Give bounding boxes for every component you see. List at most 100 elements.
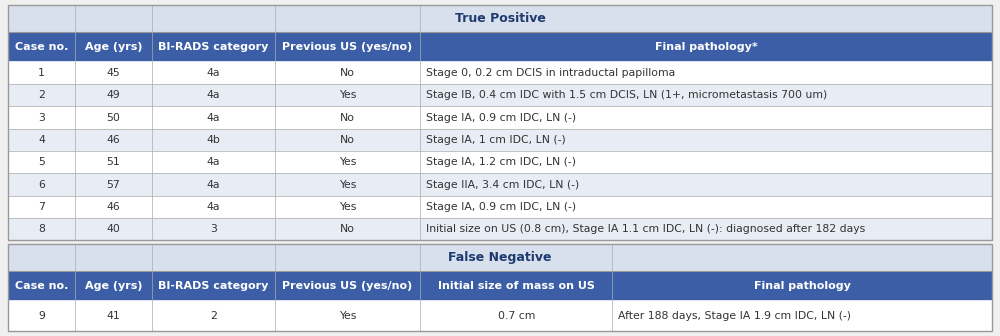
Bar [420, 151, 992, 173]
Bar [75, 196, 152, 218]
Text: After 188 days, Stage IA 1.9 cm IDC, LN (-): After 188 days, Stage IA 1.9 cm IDC, LN … [618, 311, 851, 321]
Bar [275, 151, 420, 173]
Bar [8, 62, 75, 84]
Text: No: No [340, 68, 355, 78]
Bar [152, 62, 275, 84]
Bar [75, 107, 152, 129]
Text: 4: 4 [38, 135, 45, 145]
Text: Stage IB, 0.4 cm IDC with 1.5 cm DCIS, LN (1+, micrometastasis 700 um): Stage IB, 0.4 cm IDC with 1.5 cm DCIS, L… [426, 90, 828, 100]
Text: 46: 46 [106, 135, 120, 145]
Text: 4b: 4b [206, 135, 220, 145]
Bar [420, 129, 992, 151]
Text: BI-RADS category: BI-RADS category [158, 42, 268, 52]
Text: Stage IA, 1.2 cm IDC, LN (-): Stage IA, 1.2 cm IDC, LN (-) [426, 157, 576, 167]
Bar [8, 32, 75, 62]
Bar [420, 271, 612, 301]
Text: 2: 2 [38, 90, 45, 100]
Bar [8, 129, 75, 151]
Text: 1: 1 [38, 68, 45, 78]
Bar [75, 32, 152, 62]
Text: Yes: Yes [339, 202, 356, 212]
Bar [420, 218, 992, 240]
Text: No: No [340, 135, 355, 145]
Bar [8, 244, 992, 271]
Text: Case no.: Case no. [15, 281, 68, 291]
Text: No: No [340, 224, 355, 234]
Bar [8, 244, 992, 331]
Text: 9: 9 [38, 311, 45, 321]
Text: Case no.: Case no. [15, 42, 68, 52]
Bar [8, 84, 75, 107]
Bar [8, 5, 992, 32]
Text: 4a: 4a [206, 113, 220, 123]
Text: 41: 41 [106, 311, 120, 321]
Text: 6: 6 [38, 179, 45, 190]
Bar [420, 107, 992, 129]
Bar [275, 196, 420, 218]
Text: 2: 2 [210, 311, 217, 321]
Text: No: No [340, 113, 355, 123]
Bar [152, 107, 275, 129]
Bar [275, 32, 420, 62]
Text: Initial size on US (0.8 cm), Stage IA 1.1 cm IDC, LN (-): diagnosed after 182 da: Initial size on US (0.8 cm), Stage IA 1.… [426, 224, 866, 234]
Text: Age (yrs): Age (yrs) [85, 281, 142, 291]
Text: Previous US (yes/no): Previous US (yes/no) [282, 281, 413, 291]
Bar [75, 218, 152, 240]
Bar [8, 301, 75, 331]
Bar [75, 151, 152, 173]
Bar [275, 271, 420, 301]
Text: 4a: 4a [206, 179, 220, 190]
Text: Stage 0, 0.2 cm DCIS in intraductal papilloma: Stage 0, 0.2 cm DCIS in intraductal papi… [426, 68, 676, 78]
Text: 40: 40 [106, 224, 120, 234]
Text: 4a: 4a [206, 90, 220, 100]
Bar [75, 301, 152, 331]
Text: Stage IA, 0.9 cm IDC, LN (-): Stage IA, 0.9 cm IDC, LN (-) [426, 202, 576, 212]
Text: Age (yrs): Age (yrs) [85, 42, 142, 52]
Bar [75, 271, 152, 301]
Text: 8: 8 [38, 224, 45, 234]
Bar [152, 271, 275, 301]
Bar [8, 5, 992, 240]
Bar [152, 32, 275, 62]
Bar [420, 62, 992, 84]
Text: 50: 50 [106, 113, 120, 123]
Bar [420, 32, 992, 62]
Bar [612, 301, 992, 331]
Text: 5: 5 [38, 157, 45, 167]
Bar [8, 107, 75, 129]
Bar [612, 271, 992, 301]
Bar [75, 173, 152, 196]
Text: 51: 51 [106, 157, 120, 167]
Bar [275, 62, 420, 84]
Text: 3: 3 [210, 224, 217, 234]
Bar [152, 129, 275, 151]
Bar [8, 218, 75, 240]
Bar [420, 301, 612, 331]
Bar [275, 84, 420, 107]
Text: Final pathology*: Final pathology* [655, 42, 758, 52]
Text: 3: 3 [38, 113, 45, 123]
Text: Previous US (yes/no): Previous US (yes/no) [282, 42, 413, 52]
Bar [275, 129, 420, 151]
Text: 49: 49 [106, 90, 120, 100]
Bar [420, 84, 992, 107]
Text: Stage IA, 0.9 cm IDC, LN (-): Stage IA, 0.9 cm IDC, LN (-) [426, 113, 576, 123]
Bar [8, 271, 75, 301]
Text: Yes: Yes [339, 157, 356, 167]
Text: Stage IA, 1 cm IDC, LN (-): Stage IA, 1 cm IDC, LN (-) [426, 135, 566, 145]
Text: 0.7 cm: 0.7 cm [498, 311, 535, 321]
Bar [275, 107, 420, 129]
Text: Yes: Yes [339, 90, 356, 100]
Text: False Negative: False Negative [448, 251, 552, 264]
Text: Yes: Yes [339, 179, 356, 190]
Bar [152, 151, 275, 173]
Bar [275, 218, 420, 240]
Bar [75, 129, 152, 151]
Bar [275, 173, 420, 196]
Text: 4a: 4a [206, 202, 220, 212]
Text: 7: 7 [38, 202, 45, 212]
Bar [152, 196, 275, 218]
Bar [420, 196, 992, 218]
Text: Initial size of mass on US: Initial size of mass on US [438, 281, 595, 291]
Text: Stage IIA, 3.4 cm IDC, LN (-): Stage IIA, 3.4 cm IDC, LN (-) [426, 179, 580, 190]
